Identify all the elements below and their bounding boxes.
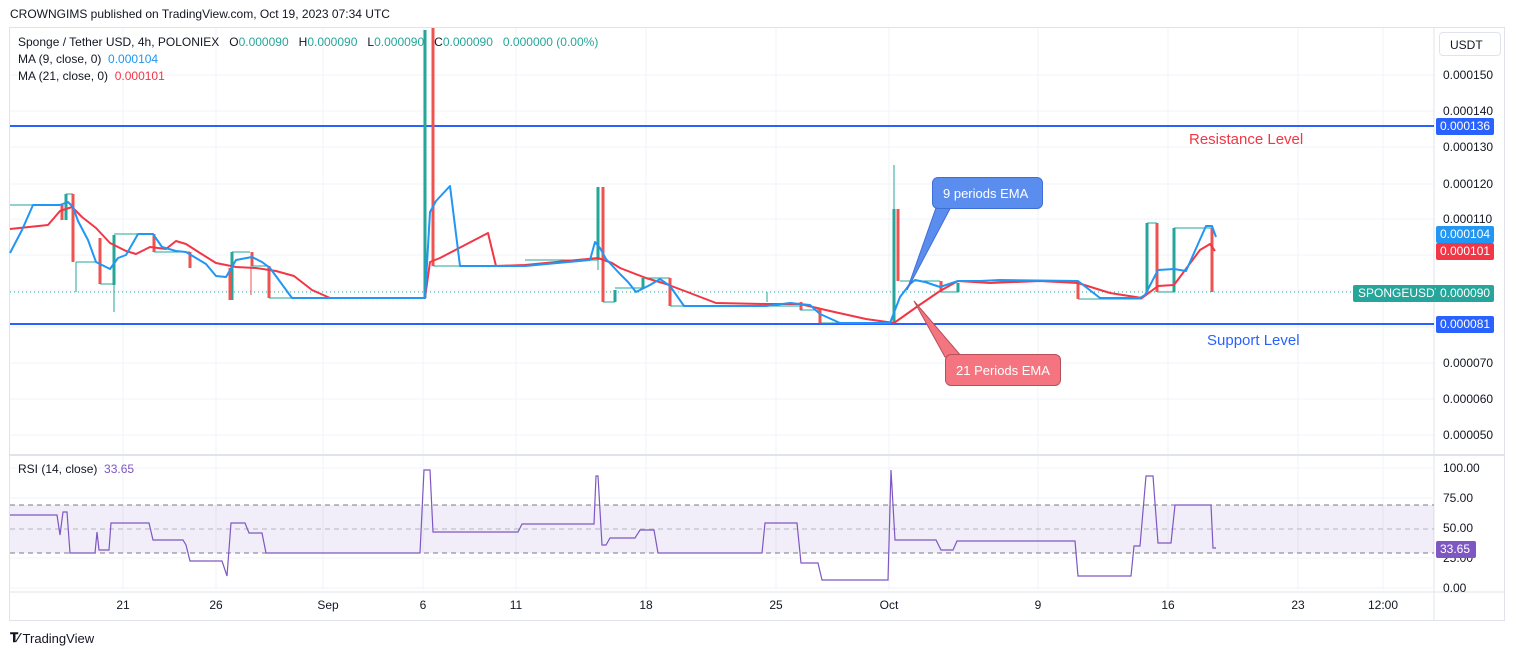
- time-tick: 18: [639, 598, 653, 612]
- high-label: H: [298, 35, 308, 49]
- rsi-tick: 75.00: [1443, 491, 1474, 505]
- price-tick: 0.000120: [1443, 177, 1494, 191]
- rsi-legend[interactable]: RSI (14, close) 33.65: [18, 462, 134, 476]
- rsi-tick: 0.00: [1443, 581, 1467, 595]
- low-label: L: [367, 35, 375, 49]
- symbol-title[interactable]: Sponge / Tether USD, 4h, POLONIEX: [18, 35, 220, 49]
- time-tick: 9: [1034, 598, 1042, 612]
- ohlc-legend: Sponge / Tether USD, 4h, POLONIEX O0.000…: [18, 35, 598, 49]
- close-value: 0.000090: [442, 35, 493, 49]
- ema21-callout[interactable]: 21 Periods EMA: [945, 354, 1061, 386]
- rsi-current-label: 33.65: [1436, 541, 1476, 558]
- ma9-price-label: 0.000104: [1436, 226, 1494, 243]
- rsi-tick: 50.00: [1443, 521, 1474, 535]
- ema21-callout-pointer: [913, 300, 964, 358]
- chart-frame: [9, 27, 1505, 621]
- resistance-annotation[interactable]: Resistance Level: [1189, 131, 1304, 148]
- ma21-price-label: 0.000101: [1436, 243, 1494, 260]
- candles: [10, 28, 1214, 324]
- price-tick: 0.000070: [1443, 356, 1494, 370]
- tradingview-logo-icon: 𝐓∕: [10, 630, 19, 645]
- rsi-tick: 100.00: [1443, 461, 1480, 475]
- symbol-tag: SPONGEUSDT: [1353, 285, 1448, 302]
- time-tick: 6: [419, 598, 427, 612]
- last-price-label: 0.000090: [1436, 285, 1494, 302]
- time-tick: Oct: [879, 598, 899, 612]
- price-grid: [10, 28, 1434, 590]
- ma9-line: [9, 185, 1217, 324]
- ma21-value: 0.000101: [114, 69, 165, 83]
- publisher-line: CROWNGIMS published on TradingView.com, …: [10, 7, 390, 21]
- time-tick: 23: [1291, 598, 1305, 612]
- tradingview-logo[interactable]: 𝐓∕ TradingView: [10, 630, 94, 646]
- time-tick: 12:00: [1367, 598, 1399, 612]
- open-label: O: [229, 35, 239, 49]
- ma21-label: MA (21, close, 0): [18, 69, 109, 83]
- ma9-value: 0.000104: [108, 52, 159, 66]
- price-tick: 0.000130: [1443, 140, 1494, 154]
- support-annotation[interactable]: Support Level: [1207, 332, 1300, 349]
- price-tick: 0.000140: [1443, 104, 1494, 118]
- support-price-label: 0.000081: [1436, 316, 1494, 333]
- currency-button[interactable]: USDT: [1439, 32, 1501, 56]
- rsi-label: RSI (14, close): [18, 462, 98, 476]
- ma9-label: MA (9, close, 0): [18, 52, 102, 66]
- ma21-legend[interactable]: MA (21, close, 0) 0.000101: [18, 69, 165, 83]
- time-tick: 11: [509, 598, 523, 612]
- time-tick: 25: [769, 598, 783, 612]
- price-tick: 0.000050: [1443, 428, 1494, 442]
- rsi-line: [10, 469, 1216, 581]
- tradingview-brand: TradingView: [22, 630, 95, 646]
- price-tick: 0.000110: [1443, 212, 1493, 226]
- high-value: 0.000090: [307, 35, 358, 49]
- resistance-price-label: 0.000136: [1436, 118, 1494, 135]
- time-tick: 26: [209, 598, 223, 612]
- change-value: 0.000000 (0.00%): [502, 35, 599, 49]
- ema9-callout-pointer: [906, 204, 953, 291]
- close-label: C: [434, 35, 443, 49]
- open-value: 0.000090: [238, 35, 289, 49]
- price-tick: 0.000060: [1443, 392, 1494, 406]
- time-tick: 21: [116, 598, 130, 612]
- rsi-value: 33.65: [104, 462, 135, 476]
- low-value: 0.000090: [374, 35, 425, 49]
- price-tick: 0.000150: [1443, 68, 1494, 82]
- ma9-legend[interactable]: MA (9, close, 0) 0.000104: [18, 52, 158, 66]
- ema9-callout[interactable]: 9 periods EMA: [932, 177, 1043, 209]
- time-tick: 16: [1161, 598, 1175, 612]
- time-tick: Sep: [317, 598, 339, 612]
